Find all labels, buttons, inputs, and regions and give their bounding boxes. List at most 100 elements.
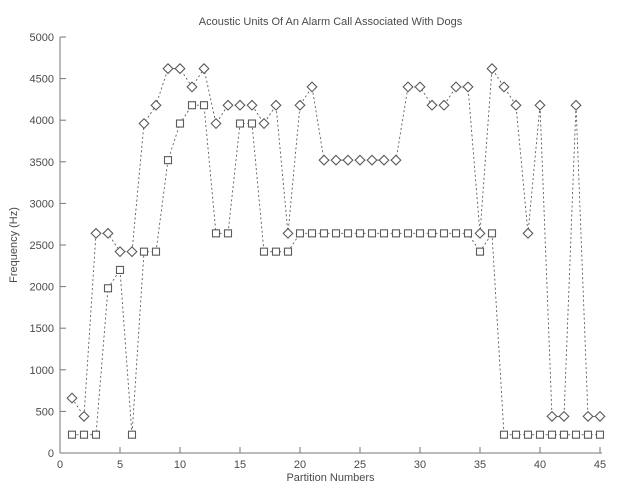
data-point-diamond	[234, 99, 246, 111]
x-tick-label: 5	[117, 459, 123, 471]
data-point-diamond	[102, 227, 114, 239]
data-point-square	[511, 430, 521, 439]
data-point-diamond	[282, 227, 294, 239]
data-point-diamond	[414, 81, 426, 93]
data-point-diamond	[210, 117, 222, 130]
data-point-diamond	[222, 99, 234, 111]
data-point-square	[259, 247, 269, 256]
data-point-diamond	[366, 154, 378, 166]
data-point-diamond	[258, 117, 270, 130]
x-tick-label: 15	[234, 459, 246, 471]
data-point-square	[547, 430, 557, 439]
x-tick-label: 45	[594, 459, 606, 471]
data-point-diamond	[426, 99, 438, 111]
y-tick-label: 1000	[30, 365, 54, 377]
data-point-square	[127, 430, 137, 439]
data-point-diamond	[306, 81, 318, 93]
data-point-square	[175, 119, 185, 128]
data-point-square	[415, 229, 425, 238]
data-point-diamond	[402, 81, 414, 93]
data-point-square	[319, 229, 329, 238]
y-tick-label: 3500	[30, 157, 54, 169]
data-point-diamond	[498, 81, 510, 93]
x-tick-label: 30	[414, 459, 426, 471]
data-point-diamond	[582, 410, 594, 422]
series-diamond	[66, 63, 606, 422]
data-point-diamond	[318, 154, 330, 166]
data-point-diamond	[78, 410, 90, 422]
data-point-diamond	[294, 99, 306, 111]
data-point-square	[67, 430, 77, 439]
x-tick-label: 25	[354, 459, 366, 471]
data-point-square	[271, 247, 281, 256]
data-point-diamond	[510, 99, 522, 111]
data-point-diamond	[138, 117, 150, 130]
data-point-square	[79, 430, 89, 439]
data-point-square	[151, 247, 161, 256]
chart-title: Acoustic Units Of An Alarm Call Associat…	[198, 16, 463, 28]
data-point-square	[403, 229, 413, 238]
data-point-square	[427, 229, 437, 238]
y-tick-label: 0	[48, 448, 54, 460]
data-point-square	[463, 229, 473, 238]
y-tick-label: 5000	[30, 32, 54, 44]
data-point-square	[379, 229, 389, 238]
x-tick-label: 35	[474, 459, 486, 471]
data-point-square	[475, 247, 485, 256]
data-point-diamond	[450, 81, 462, 93]
data-point-square	[595, 430, 605, 439]
data-point-diamond	[546, 410, 558, 422]
data-point-square	[331, 229, 341, 238]
data-point-diamond	[534, 99, 546, 111]
data-point-square	[523, 430, 533, 439]
data-point-square	[199, 101, 209, 110]
data-point-square	[535, 430, 545, 439]
y-tick-label: 1500	[30, 323, 54, 335]
data-point-diamond	[462, 81, 474, 93]
data-point-diamond	[342, 154, 354, 166]
data-point-square	[391, 229, 401, 238]
y-tick-label: 4500	[30, 74, 54, 86]
x-tick-label: 10	[174, 459, 186, 471]
series-square	[67, 101, 605, 439]
data-point-diamond	[270, 99, 282, 111]
data-point-diamond	[486, 63, 498, 75]
data-point-diamond	[474, 227, 486, 239]
data-point-square	[343, 229, 353, 238]
data-point-diamond	[126, 246, 138, 258]
data-point-square	[487, 229, 497, 238]
data-point-square	[307, 229, 317, 238]
y-tick-label: 3000	[30, 198, 54, 210]
data-point-square	[103, 284, 113, 293]
y-tick-label: 500	[36, 406, 54, 418]
y-tick-label: 2500	[30, 240, 54, 252]
y-tick-label: 2000	[30, 282, 54, 294]
data-point-square	[283, 247, 293, 256]
data-point-square	[247, 119, 257, 128]
data-point-diamond	[438, 99, 450, 111]
data-point-diamond	[330, 154, 342, 166]
data-point-square	[115, 265, 125, 275]
x-axis-label: Partition Numbers	[286, 472, 375, 484]
data-point-square	[367, 229, 377, 238]
data-point-square	[439, 229, 449, 238]
data-point-square	[91, 430, 101, 439]
data-point-square	[355, 229, 365, 238]
data-point-square	[139, 247, 149, 256]
data-point-square	[295, 229, 305, 238]
data-point-square	[559, 430, 569, 439]
data-point-diamond	[558, 410, 570, 422]
data-point-diamond	[114, 246, 126, 258]
data-point-diamond	[66, 392, 78, 404]
data-point-square	[235, 119, 245, 128]
data-point-diamond	[522, 227, 534, 239]
data-point-square	[583, 430, 593, 439]
data-point-diamond	[174, 63, 186, 75]
y-tick-label: 4000	[30, 115, 54, 127]
data-point-diamond	[186, 81, 198, 93]
data-point-diamond	[570, 99, 582, 111]
data-point-diamond	[594, 410, 606, 422]
data-point-diamond	[198, 63, 210, 75]
